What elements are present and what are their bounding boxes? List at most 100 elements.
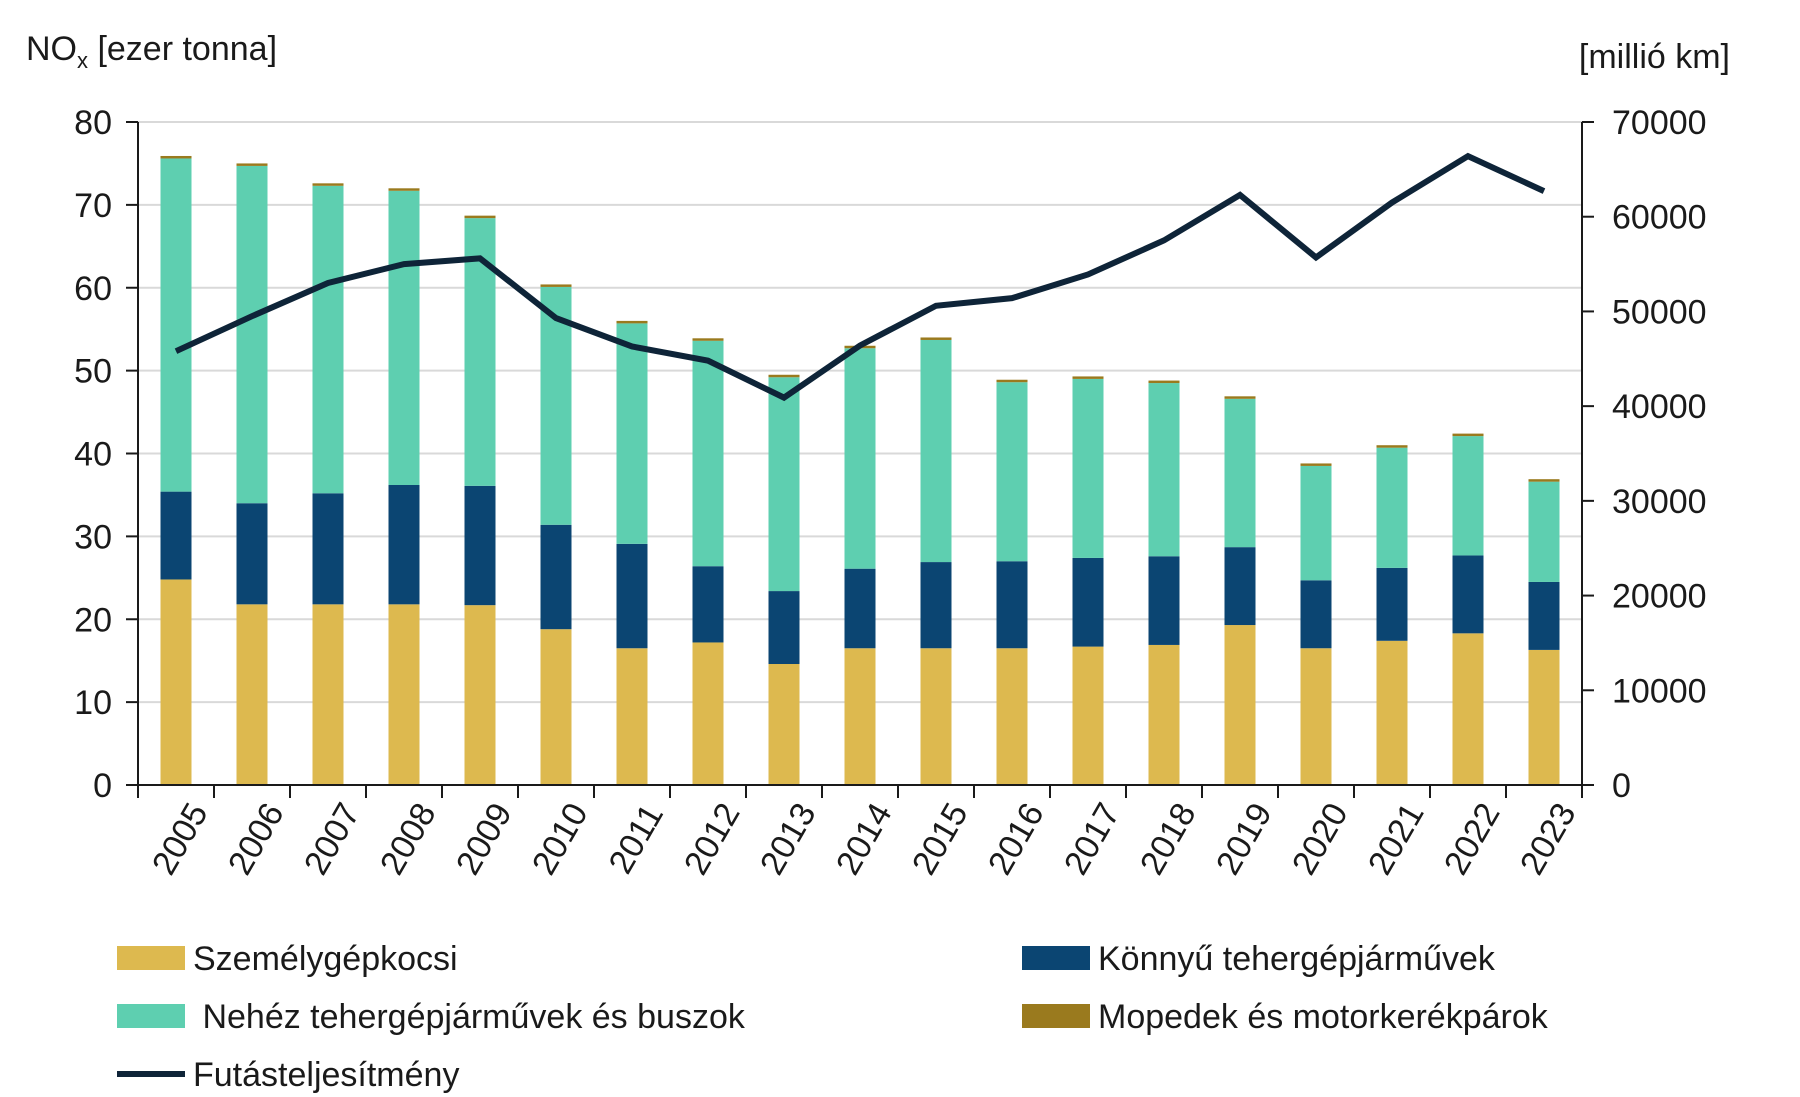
x-tick-label: 2016	[981, 797, 1052, 882]
bar-segment	[160, 579, 192, 785]
bar-segment	[1452, 555, 1484, 634]
bar-segment	[388, 188, 420, 191]
bar-segment	[1072, 646, 1104, 785]
bar-segment	[540, 629, 572, 785]
left-axis-title-rest: [ezer tonna]	[88, 30, 277, 68]
bar-segment	[844, 348, 876, 569]
bar-segment	[996, 382, 1028, 562]
bar-segment	[616, 543, 648, 649]
bar-segment	[1300, 465, 1332, 581]
left-tick-label: 30	[74, 518, 112, 556]
bar-segment	[312, 183, 344, 186]
left-tick-label: 70	[74, 187, 112, 225]
bar-segment	[1452, 436, 1484, 556]
bar-segment	[920, 337, 952, 340]
left-tick-label: 80	[74, 104, 112, 142]
right-tick-label: 60000	[1612, 199, 1707, 237]
bar-segment	[1528, 481, 1560, 582]
bar-segment	[1376, 447, 1408, 568]
x-tick-label: 2020	[1285, 797, 1356, 882]
right-tick-label: 30000	[1612, 483, 1707, 521]
left-tick-label: 60	[74, 270, 112, 308]
bar-segment	[464, 485, 496, 606]
x-tick-label: 2007	[297, 797, 368, 882]
bar-segment	[1376, 567, 1408, 641]
bar-segment	[388, 484, 420, 605]
bar-segment	[692, 338, 724, 341]
bar-segment	[692, 566, 724, 643]
bar-segment	[692, 340, 724, 567]
x-tick-label: 2008	[373, 797, 444, 882]
legend-swatch	[117, 1004, 185, 1028]
left-axis-title: NOx [ezer tonna]	[26, 30, 277, 73]
bar-segment	[1528, 649, 1560, 785]
bar-segment	[996, 648, 1028, 785]
bar-segment	[1072, 376, 1104, 379]
bar-segment	[236, 165, 268, 504]
left-tick-label: 10	[74, 684, 112, 722]
bar-segment	[616, 323, 648, 544]
bar-segment	[236, 163, 268, 166]
left-tick-label: 40	[74, 436, 112, 474]
bar-segment	[996, 561, 1028, 649]
x-tick-label: 2011	[602, 798, 671, 880]
right-tick-label: 50000	[1612, 293, 1707, 331]
bar-segment	[236, 503, 268, 605]
bar-segment	[388, 604, 420, 785]
bar-segment	[540, 286, 572, 525]
right-tick-label: 40000	[1612, 388, 1707, 426]
legend-label: Könnyű tehergépjárművek	[1098, 940, 1496, 978]
bar-segment	[312, 604, 344, 785]
bar-segment	[1452, 633, 1484, 785]
x-tick-label: 2013	[753, 797, 824, 882]
legend-label: Nehéz tehergépjárművek és buszok	[193, 998, 746, 1036]
legend-label: Mopedek és motorkerékpárok	[1098, 998, 1549, 1036]
legend-swatch	[1022, 1004, 1090, 1028]
bar-segment	[920, 562, 952, 649]
bar-segment	[388, 190, 420, 485]
bar-segment	[160, 155, 192, 159]
right-tick-label: 20000	[1612, 578, 1707, 616]
bar-segment	[540, 284, 572, 287]
bar-segment	[1452, 433, 1484, 437]
bar-segment	[540, 524, 572, 630]
bar-segment	[236, 604, 268, 785]
x-tick-label: 2005	[145, 797, 216, 882]
bars	[160, 155, 1560, 785]
bar-segment	[768, 591, 800, 665]
legend-label: Futásteljesítmény	[193, 1056, 459, 1094]
left-axis-title-main: NO	[26, 30, 77, 68]
bar-segment	[312, 493, 344, 605]
x-tick-label: 2018	[1133, 797, 1204, 882]
bar-segment	[160, 491, 192, 580]
bar-segment	[768, 377, 800, 592]
bar-segment	[1528, 581, 1560, 650]
right-axis-title: [millió km]	[1579, 38, 1730, 76]
legend-swatch	[117, 946, 185, 970]
bar-segment	[1224, 625, 1256, 785]
bar-segment	[768, 374, 800, 378]
bar-segment	[1148, 383, 1180, 557]
bar-segment	[312, 185, 344, 494]
right-tick-label: 10000	[1612, 672, 1707, 710]
x-tick-label: 2009	[449, 797, 520, 882]
left-tick-label: 0	[93, 767, 112, 805]
right-tick-label: 70000	[1612, 104, 1707, 142]
bar-segment	[1300, 463, 1332, 466]
bar-segment	[844, 568, 876, 649]
x-tick-label: 2015	[905, 797, 976, 882]
left-tick-label: 20	[74, 601, 112, 639]
bar-segment	[1224, 547, 1256, 626]
legend-swatch	[1022, 946, 1090, 970]
left-axis-title-sub: x	[77, 48, 88, 73]
x-tick-label: 2021	[1361, 797, 1432, 882]
bar-segment	[1376, 640, 1408, 785]
bar-segment	[464, 605, 496, 785]
legend: Személygépkocsi Könnyű tehergépjárművek N…	[117, 940, 1549, 1094]
bar-segment	[1224, 396, 1256, 399]
bar-segment	[996, 379, 1028, 383]
x-tick-label: 2010	[525, 797, 596, 882]
bar-segment	[464, 215, 496, 219]
bar-segment	[616, 320, 648, 324]
